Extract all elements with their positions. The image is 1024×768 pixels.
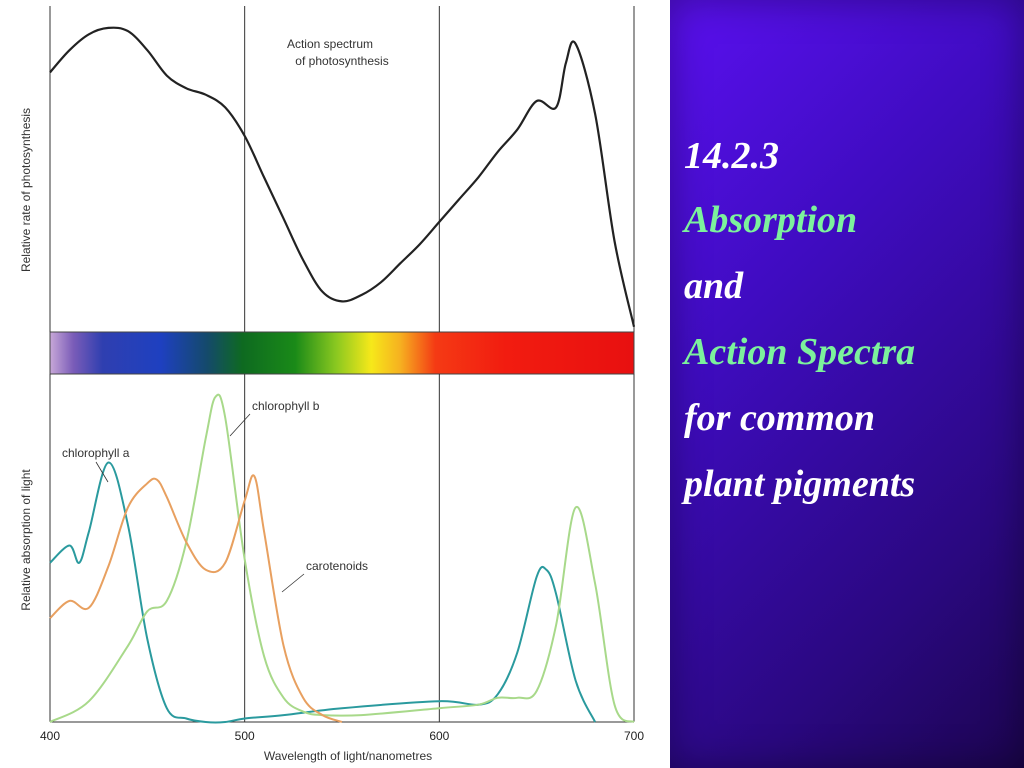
x-tick-label-500: 500 bbox=[235, 729, 255, 743]
series-line-chlorophyll-b bbox=[49, 393, 635, 723]
slide-title-panel: 14.2.3 Absorption and Action Spectra for… bbox=[670, 0, 1024, 768]
action-spectrum-label-line-2: of photosynthesis bbox=[295, 54, 388, 68]
x-tick-label-700: 700 bbox=[624, 729, 644, 743]
action-spectrum-line bbox=[49, 26, 636, 328]
action-spectrum-label-line-1: Action spectrum bbox=[287, 37, 373, 51]
slide-title-line-5: for common bbox=[684, 397, 876, 439]
chlorophyll-b-leader bbox=[229, 413, 251, 437]
chlorophyll-b-label: chlorophyll b bbox=[252, 399, 320, 413]
x-axis-title: Wavelength of light/nanometres bbox=[264, 749, 432, 763]
top-y-axis-title: Relative rate of photosynthesis bbox=[19, 108, 33, 272]
spectra-figure: Action spectrum of photosynthesis Relative… bbox=[19, 6, 645, 763]
carotenoids-leader bbox=[281, 573, 305, 593]
slide-title-line-4: Action Spectra bbox=[684, 331, 916, 373]
slide-title-line-3: and bbox=[684, 265, 744, 307]
series-line-carotenoids bbox=[49, 474, 343, 723]
chlorophyll-a-leader bbox=[95, 461, 109, 483]
spectrum-bar bbox=[49, 331, 635, 375]
x-tick-label-600: 600 bbox=[429, 729, 449, 743]
series-line-chlorophyll-a bbox=[49, 461, 597, 724]
spectra-chart: Action spectrum of photosynthesis Relative… bbox=[19, 6, 644, 763]
carotenoids-label: carotenoids bbox=[306, 559, 368, 573]
slide-title-line-2: Absorption bbox=[684, 199, 858, 241]
x-tick-label-400: 400 bbox=[40, 729, 60, 743]
chlorophyll-a-label: chlorophyll a bbox=[62, 446, 130, 460]
bottom-y-axis-title: Relative absorption of light bbox=[19, 469, 33, 611]
slide-title-line-1: 14.2.3 bbox=[684, 135, 779, 177]
slide-title-line-6: plant pigments bbox=[684, 463, 916, 505]
